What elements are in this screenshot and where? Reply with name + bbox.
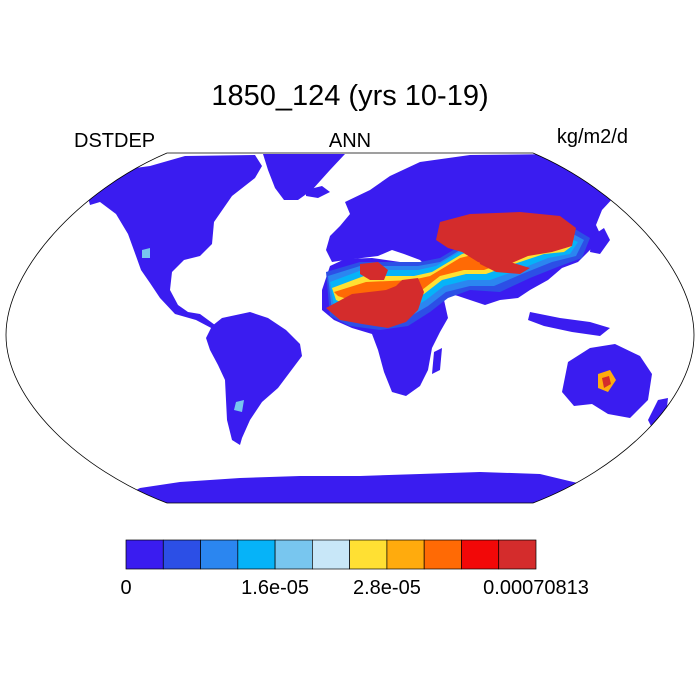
variable-name: DSTDEP (74, 130, 156, 152)
colorbar-box-6 (349, 539, 388, 570)
season-label: ANN (328, 130, 372, 152)
colorbar-label-2: 2.8e-05 (352, 577, 421, 599)
south-america (206, 312, 302, 445)
colorbar-box-7 (386, 539, 425, 570)
colorbar-box-4 (274, 539, 313, 570)
greenland (263, 154, 345, 200)
colorbar-box-0 (125, 539, 164, 570)
colorbar-label-1: 1.6e-05 (241, 577, 309, 599)
colorbar-box-10 (498, 539, 537, 570)
colorbar-box-1 (162, 539, 201, 570)
plot-title: 1850_124 (yrs 10-19) (211, 80, 489, 112)
colorbar-box-9 (461, 539, 500, 570)
colorbar (125, 539, 537, 570)
north-america (86, 155, 262, 330)
japan (590, 228, 610, 254)
colorbar-label-0: 0 (120, 577, 132, 599)
colorbar-box-2 (200, 539, 239, 570)
colorbar-box-8 (423, 539, 462, 570)
antarctica (110, 472, 620, 503)
iceland (306, 186, 330, 198)
units-label: kg/m2/d (556, 126, 628, 148)
dust-hotspots (142, 212, 616, 412)
sahara-core (326, 278, 424, 328)
new-zealand (648, 398, 668, 428)
colorbar-box-5 (312, 539, 350, 570)
globe-outline (5, 152, 695, 504)
madagascar (432, 348, 442, 374)
colorbar-label-3: 0.00070813 (483, 577, 589, 599)
southeast-asia-islands (528, 312, 610, 336)
central-asia-core (436, 212, 576, 268)
colorbar-box-3 (237, 539, 276, 570)
